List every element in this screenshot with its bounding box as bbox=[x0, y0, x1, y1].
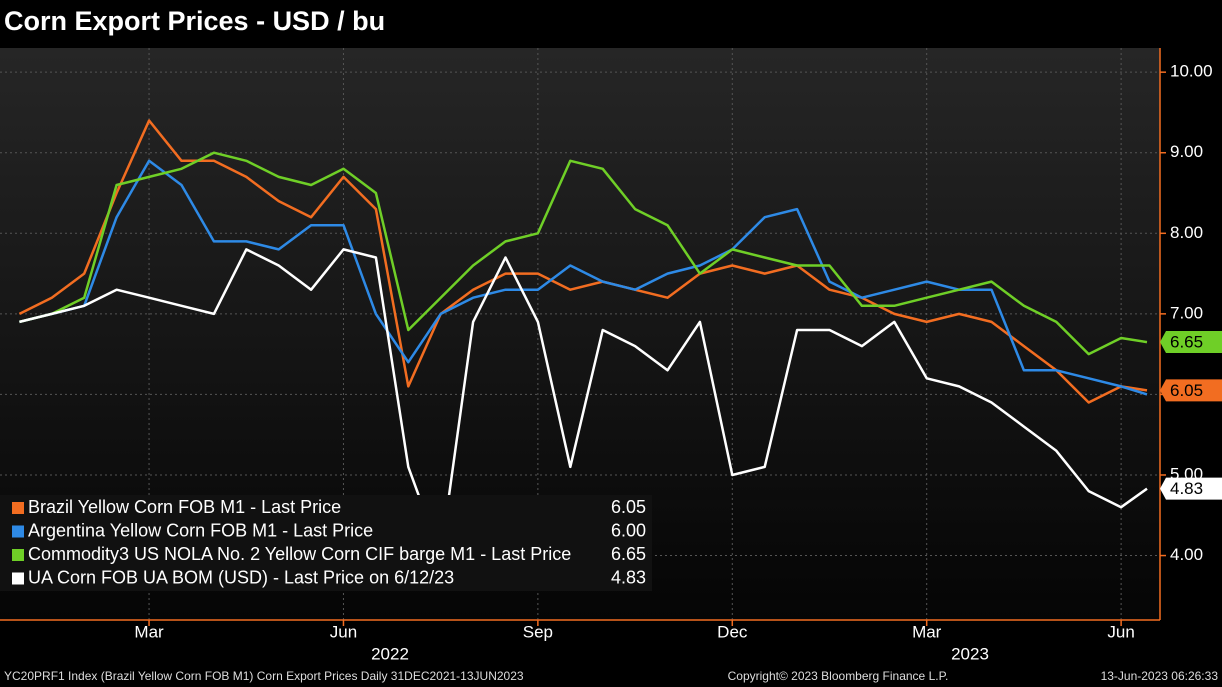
legend-label: UA Corn FOB UA BOM (USD) - Last Price on… bbox=[28, 567, 454, 587]
x-year-label: 2023 bbox=[951, 644, 989, 663]
legend: Brazil Yellow Corn FOB M1 - Last Price 6.… bbox=[12, 497, 646, 587]
x-tick-label: Mar bbox=[912, 622, 942, 641]
x-tick-label: Mar bbox=[134, 622, 164, 641]
series-line bbox=[19, 151, 1148, 356]
legend-swatch bbox=[12, 572, 24, 585]
x-tick-label: Jun bbox=[330, 622, 357, 641]
footer-left: YC20PRF1 Index (Brazil Yellow Corn FOB M… bbox=[4, 669, 524, 683]
x-year-label: 2022 bbox=[371, 644, 409, 663]
legend-label: Argentina Yellow Corn FOB M1 - Last Pric… bbox=[28, 520, 373, 540]
series-line bbox=[19, 159, 1148, 396]
legend-value: 6.05 bbox=[611, 497, 646, 517]
legend-label: Brazil Yellow Corn FOB M1 - Last Price bbox=[28, 497, 341, 517]
y-tick-label: 9.00 bbox=[1170, 142, 1203, 161]
legend-swatch bbox=[12, 525, 24, 538]
legend-label: Commodity3 US NOLA No. 2 Yellow Corn CIF… bbox=[28, 544, 571, 564]
y-tick-label: 10.00 bbox=[1170, 62, 1213, 81]
x-tick-label: Jun bbox=[1107, 622, 1134, 641]
x-tick-label: Sep bbox=[523, 622, 553, 641]
last-value-label: 6.65 bbox=[1170, 333, 1203, 352]
footer-right: 13-Jun-2023 06:26:33 bbox=[1101, 669, 1219, 683]
legend-value: 6.00 bbox=[611, 520, 646, 540]
x-tick-label: Dec bbox=[717, 622, 748, 641]
legend-box bbox=[0, 495, 652, 591]
last-value-label: 4.83 bbox=[1170, 479, 1203, 498]
lines bbox=[18, 119, 1148, 557]
last-value-label: 6.05 bbox=[1170, 381, 1203, 400]
chart-title: Corn Export Prices - USD / bu bbox=[4, 6, 385, 36]
last-value-tag bbox=[1160, 477, 1222, 500]
legend-value: 4.83 bbox=[611, 567, 646, 587]
series-line bbox=[18, 119, 1148, 404]
legend-swatch bbox=[12, 549, 24, 561]
y-tick-label: 4.00 bbox=[1170, 545, 1203, 564]
y-tick-label: 8.00 bbox=[1170, 223, 1203, 242]
footer-center: Copyright© 2023 Bloomberg Finance L.P. bbox=[728, 669, 949, 683]
y-tick-label: 7.00 bbox=[1170, 303, 1203, 322]
tags: 6.05 6.65 4.83 bbox=[1160, 331, 1222, 500]
legend-value: 6.65 bbox=[611, 544, 646, 564]
series-line bbox=[19, 248, 1148, 557]
last-value-tag bbox=[1160, 331, 1222, 354]
last-value-tag bbox=[1160, 379, 1222, 402]
legend-swatch bbox=[12, 502, 24, 514]
